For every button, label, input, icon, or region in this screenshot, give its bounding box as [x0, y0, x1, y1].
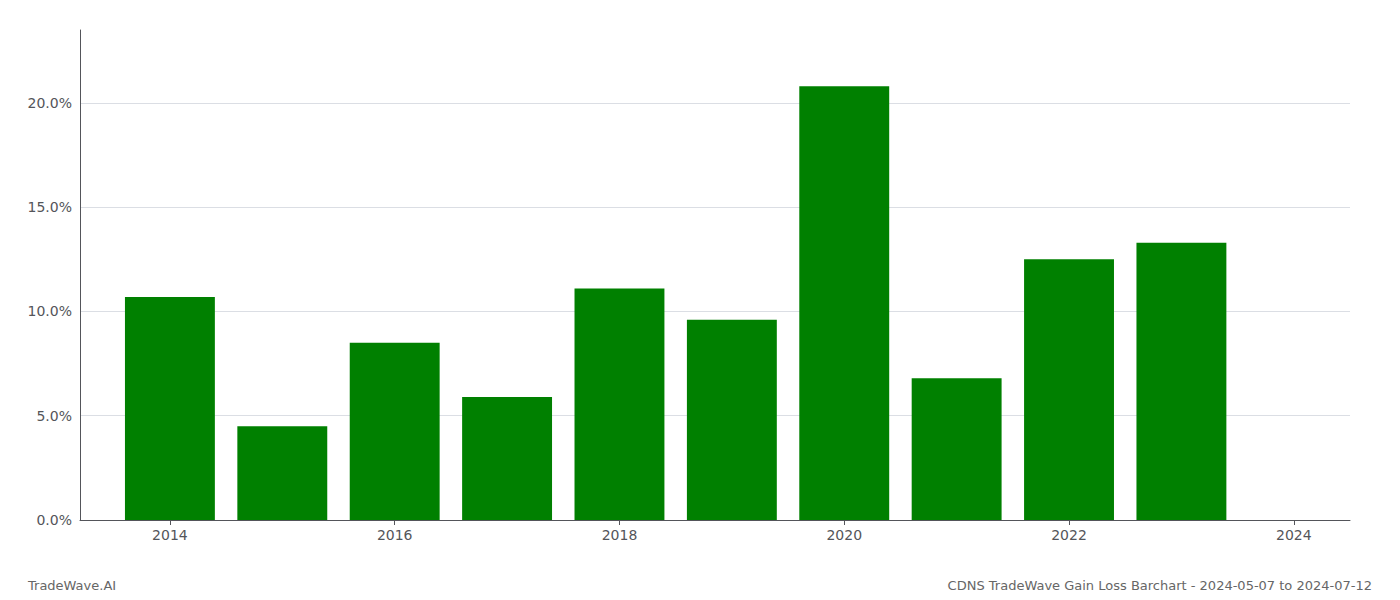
- svg-text:TradeWave.AI: TradeWave.AI: [27, 578, 116, 593]
- svg-text:2016: 2016: [377, 527, 413, 543]
- svg-text:20.0%: 20.0%: [28, 95, 72, 111]
- svg-text:15.0%: 15.0%: [28, 199, 72, 215]
- svg-text:0.0%: 0.0%: [36, 512, 72, 528]
- svg-text:2018: 2018: [602, 527, 638, 543]
- svg-text:2014: 2014: [152, 527, 188, 543]
- svg-text:2020: 2020: [826, 527, 862, 543]
- svg-text:CDNS TradeWave Gain Loss Barch: CDNS TradeWave Gain Loss Barchart - 2024…: [948, 578, 1372, 593]
- svg-text:2024: 2024: [1276, 527, 1312, 543]
- svg-text:10.0%: 10.0%: [28, 303, 72, 319]
- svg-text:5.0%: 5.0%: [36, 408, 72, 424]
- svg-text:2022: 2022: [1051, 527, 1087, 543]
